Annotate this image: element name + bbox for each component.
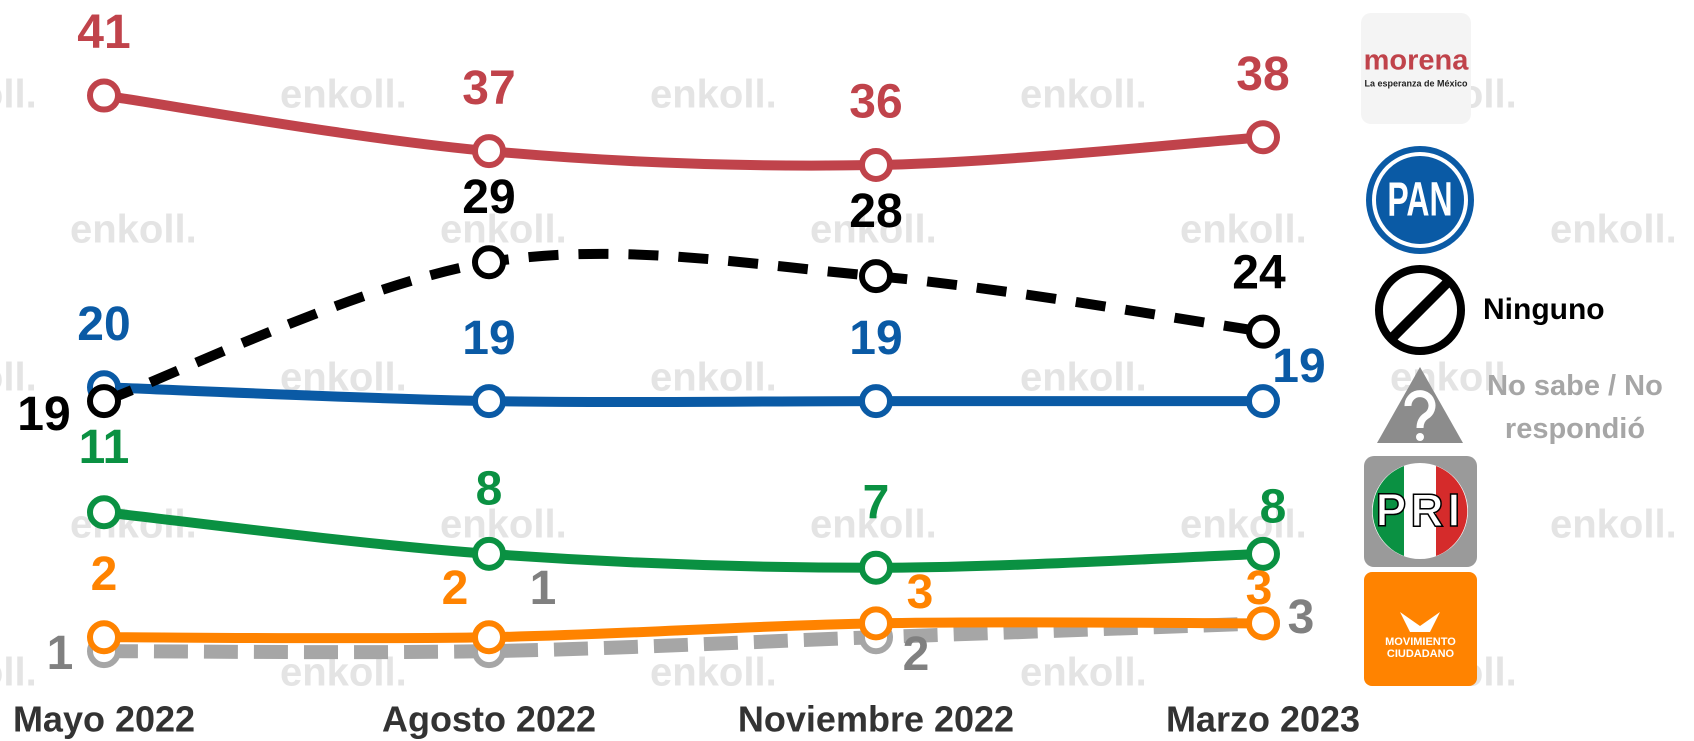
- legend-icon: [1388, 278, 1452, 342]
- point: [1246, 120, 1280, 155]
- data-label: 29: [462, 171, 515, 224]
- data-label: 28: [849, 185, 902, 238]
- legend-icon: [1377, 367, 1463, 443]
- watermark: enkoll.: [70, 208, 197, 252]
- point: [859, 148, 893, 182]
- point: [859, 606, 893, 641]
- data-label: 2: [442, 562, 469, 615]
- watermark: enkoll.: [440, 208, 567, 252]
- data-label: 11: [79, 421, 130, 474]
- x-tick-label: Noviembre 2022: [738, 699, 1014, 740]
- point: [472, 245, 506, 280]
- point: [472, 384, 506, 419]
- point: [87, 620, 121, 655]
- series-line: [99, 382, 1268, 408]
- legend-logo: [1372, 152, 1468, 248]
- watermark: enkoll.: [1020, 651, 1147, 695]
- data-label: 2: [903, 628, 930, 681]
- point: [87, 495, 121, 530]
- legend-label: PRI: [1376, 484, 1465, 536]
- data-label: 1: [530, 562, 557, 615]
- legend-logo: [1361, 13, 1471, 124]
- series-line: [99, 617, 1268, 644]
- data-label: 19: [1272, 340, 1325, 393]
- watermark: enkoll.: [280, 73, 407, 117]
- point: [1246, 536, 1280, 571]
- data-label: 19: [17, 388, 70, 441]
- watermark: enkoll.: [1550, 503, 1677, 547]
- data-label: 37: [462, 62, 515, 115]
- legend-sublabel: La esperanza de México: [1364, 78, 1468, 88]
- data-label: 3: [1246, 562, 1273, 615]
- data-label: 24: [1232, 246, 1286, 299]
- watermark: enkoll.: [810, 503, 937, 547]
- watermark: enkoll.: [440, 503, 567, 547]
- series-line: [102, 248, 1264, 406]
- legend-logo: [1436, 466, 1468, 556]
- point: [859, 384, 893, 419]
- watermark: enkoll.: [1180, 503, 1307, 547]
- data-label: 19: [849, 312, 902, 365]
- point: [1246, 384, 1280, 419]
- point: [472, 536, 506, 571]
- x-tick-label: Marzo 2023: [1166, 699, 1360, 740]
- watermark: enkoll.: [650, 651, 777, 695]
- data-label: 8: [476, 463, 503, 516]
- point: [1246, 606, 1280, 641]
- point: [87, 78, 121, 113]
- data-label: 38: [1236, 48, 1289, 101]
- data-label: 36: [849, 76, 902, 129]
- watermark: enkoll.: [1550, 208, 1677, 252]
- legend-logo: [1366, 146, 1474, 254]
- point: [472, 620, 506, 655]
- watermark: enkoll.: [1020, 356, 1147, 400]
- watermark: enkoll.: [1180, 208, 1307, 252]
- data-label: 20: [77, 298, 130, 351]
- data-label: 7: [863, 476, 890, 529]
- point: [859, 259, 893, 294]
- watermark: enkoll.: [0, 356, 37, 400]
- legend-label: MOVIMIENTO CIUDADANO: [1385, 636, 1456, 660]
- legend-label: PAN: [1387, 172, 1452, 226]
- data-label: 3: [1288, 591, 1315, 644]
- data-label: 8: [1260, 481, 1287, 534]
- legend-icon: [1404, 390, 1436, 429]
- point: [472, 134, 506, 169]
- x-tick-label: Mayo 2022: [13, 699, 195, 740]
- x-tick-label: Agosto 2022: [382, 699, 596, 740]
- legend-label: morena: [1364, 45, 1470, 77]
- legend-icon: [1416, 433, 1424, 441]
- series-line: [99, 90, 1268, 171]
- series-line: [99, 507, 1268, 573]
- data-label: 2: [91, 548, 118, 601]
- watermark: enkoll.: [0, 73, 37, 117]
- watermark: enkoll.: [810, 208, 937, 252]
- legend-icon: [1400, 612, 1440, 632]
- legend-label: No sabe / No respondió: [1487, 370, 1663, 445]
- legend-label: Ninguno: [1483, 293, 1605, 326]
- point: [859, 550, 893, 585]
- point: [87, 384, 121, 419]
- data-label: 19: [462, 312, 515, 365]
- watermark: enkoll.: [0, 651, 37, 695]
- legend-logo: [1372, 466, 1404, 556]
- data-label: 1: [47, 627, 74, 680]
- data-label: 41: [77, 6, 130, 59]
- watermark: enkoll.: [1020, 73, 1147, 117]
- series-line: [103, 616, 1264, 660]
- data-label: 3: [907, 566, 934, 619]
- watermark: enkoll.: [650, 73, 777, 117]
- watermark: enkoll.: [650, 356, 777, 400]
- point: [1246, 314, 1280, 349]
